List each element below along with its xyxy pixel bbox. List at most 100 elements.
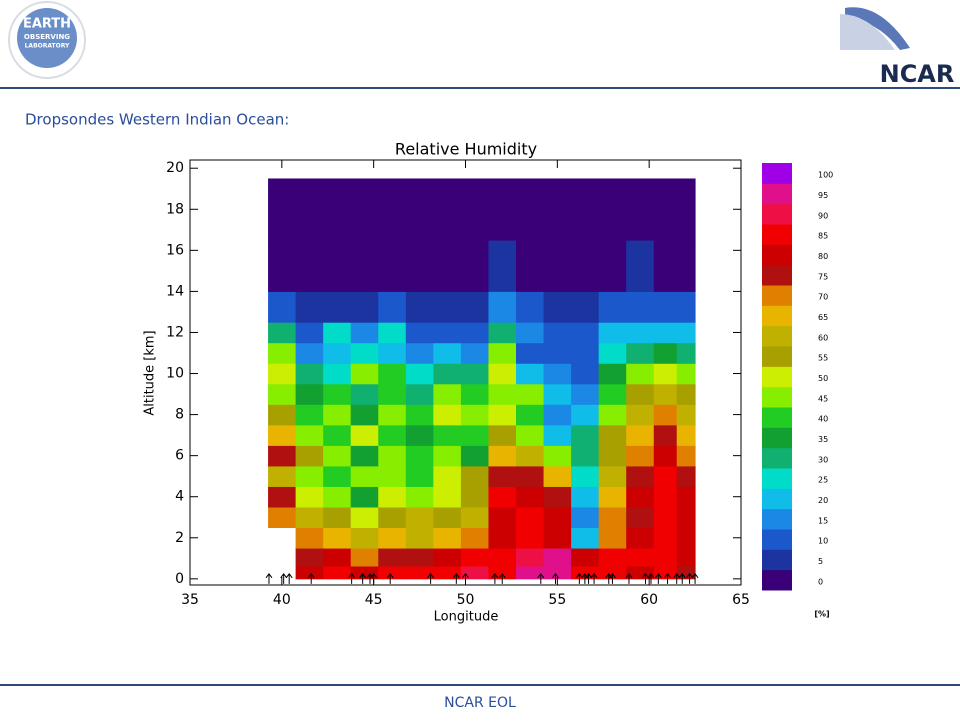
rh-cell <box>350 527 379 549</box>
rh-cell <box>378 342 407 364</box>
rh-cell <box>460 322 489 344</box>
rh-cell <box>676 363 696 385</box>
rh-cell <box>571 506 600 529</box>
rh-cell <box>516 383 545 405</box>
colorbar-swatch <box>762 264 792 286</box>
colorbar-label: 60 <box>818 333 828 342</box>
sonde-arrow <box>642 573 649 584</box>
rh-cell <box>516 178 545 241</box>
rh-cell <box>295 548 324 567</box>
rh-cell <box>460 465 489 487</box>
rh-cell <box>433 527 462 549</box>
rh-cell <box>268 424 297 446</box>
rh-cell <box>350 240 379 292</box>
rh-cell <box>543 506 572 529</box>
rh-cell <box>460 240 489 292</box>
rh-cell <box>323 465 352 487</box>
rh-cell <box>433 566 462 580</box>
rh-cell <box>295 486 324 508</box>
rh-cell <box>543 363 572 385</box>
rh-cell <box>626 527 655 549</box>
rh-cell <box>460 445 489 467</box>
rh-cell <box>653 240 678 292</box>
rh-cell <box>405 322 434 344</box>
sonde-arrow <box>647 573 655 584</box>
rh-cell <box>571 548 600 567</box>
rh-cell <box>543 465 572 487</box>
rh-cell <box>653 506 678 529</box>
colorbar-swatch <box>762 447 792 469</box>
rh-cell <box>460 424 489 446</box>
rh-cell <box>323 322 352 344</box>
rh-cell <box>433 445 462 467</box>
colorbar-swatch <box>762 285 792 306</box>
y-tick-label: 16 <box>166 242 184 258</box>
rh-cell <box>405 178 434 241</box>
logo-text: EARTH <box>23 17 71 32</box>
rh-cell <box>405 486 434 508</box>
rh-cell <box>516 465 545 487</box>
rh-cell <box>598 178 627 241</box>
rh-cell <box>626 178 655 241</box>
colorbar-label: 15 <box>818 516 828 525</box>
colorbar-swatch <box>762 163 792 184</box>
colorbar-label: 5 <box>818 557 823 566</box>
rh-cell <box>323 486 352 508</box>
sonde-arrow <box>678 573 686 584</box>
rh-cell <box>323 548 352 567</box>
rh-cell <box>676 424 696 446</box>
sonde-arrow <box>359 573 367 584</box>
footer: NCAR EOL <box>444 695 516 711</box>
rh-cell <box>653 322 678 344</box>
colorbar-label: 0 <box>818 577 823 586</box>
rh-cell <box>516 445 545 467</box>
rh-cell <box>433 548 462 567</box>
logo-text: LABORATORY <box>25 43 70 50</box>
rh-cell <box>378 383 407 405</box>
colorbar-label: 20 <box>818 496 828 505</box>
rh-cell <box>598 291 627 323</box>
rh-cell <box>676 322 696 344</box>
rh-cell <box>488 486 517 508</box>
sonde-arrow <box>348 573 356 584</box>
rh-cell <box>405 363 434 385</box>
rh-cell <box>350 291 379 323</box>
sonde-arrow <box>452 573 460 584</box>
colorbar-label: 25 <box>818 476 828 485</box>
rh-cell <box>295 404 324 426</box>
rh-cell <box>598 566 627 580</box>
rh-cell <box>626 240 655 292</box>
rh-cell <box>295 291 324 323</box>
rh-cell <box>626 566 655 580</box>
rh-cell <box>653 404 678 426</box>
rh-cell <box>516 404 545 426</box>
y-tick-label: 20 <box>166 160 184 176</box>
rh-cell <box>571 342 600 364</box>
x-tick-label: 55 <box>548 592 566 608</box>
y-tick-label: 2 <box>175 530 184 546</box>
rh-cell <box>676 506 696 529</box>
sonde-arrow <box>427 573 435 584</box>
rh-cell <box>676 178 696 241</box>
rh-cell <box>295 178 324 241</box>
rh-cell <box>626 383 655 405</box>
rh-cell <box>516 363 545 385</box>
rh-cell <box>323 178 352 241</box>
rh-cell <box>543 445 572 467</box>
rh-cell <box>626 342 655 364</box>
rh-cell <box>323 566 352 580</box>
rh-cell <box>295 465 324 487</box>
rh-cell <box>405 342 434 364</box>
rh-cell <box>350 322 379 344</box>
rh-cell <box>516 527 545 549</box>
rh-cell <box>543 383 572 405</box>
rh-cell <box>516 240 545 292</box>
rh-cell <box>626 506 655 529</box>
rh-cell <box>460 506 489 529</box>
rh-cell <box>488 291 517 323</box>
sonde-arrow <box>590 573 598 584</box>
ncar-swoosh <box>845 7 910 50</box>
colorbar-label: 95 <box>818 191 828 200</box>
rh-cell <box>626 322 655 344</box>
